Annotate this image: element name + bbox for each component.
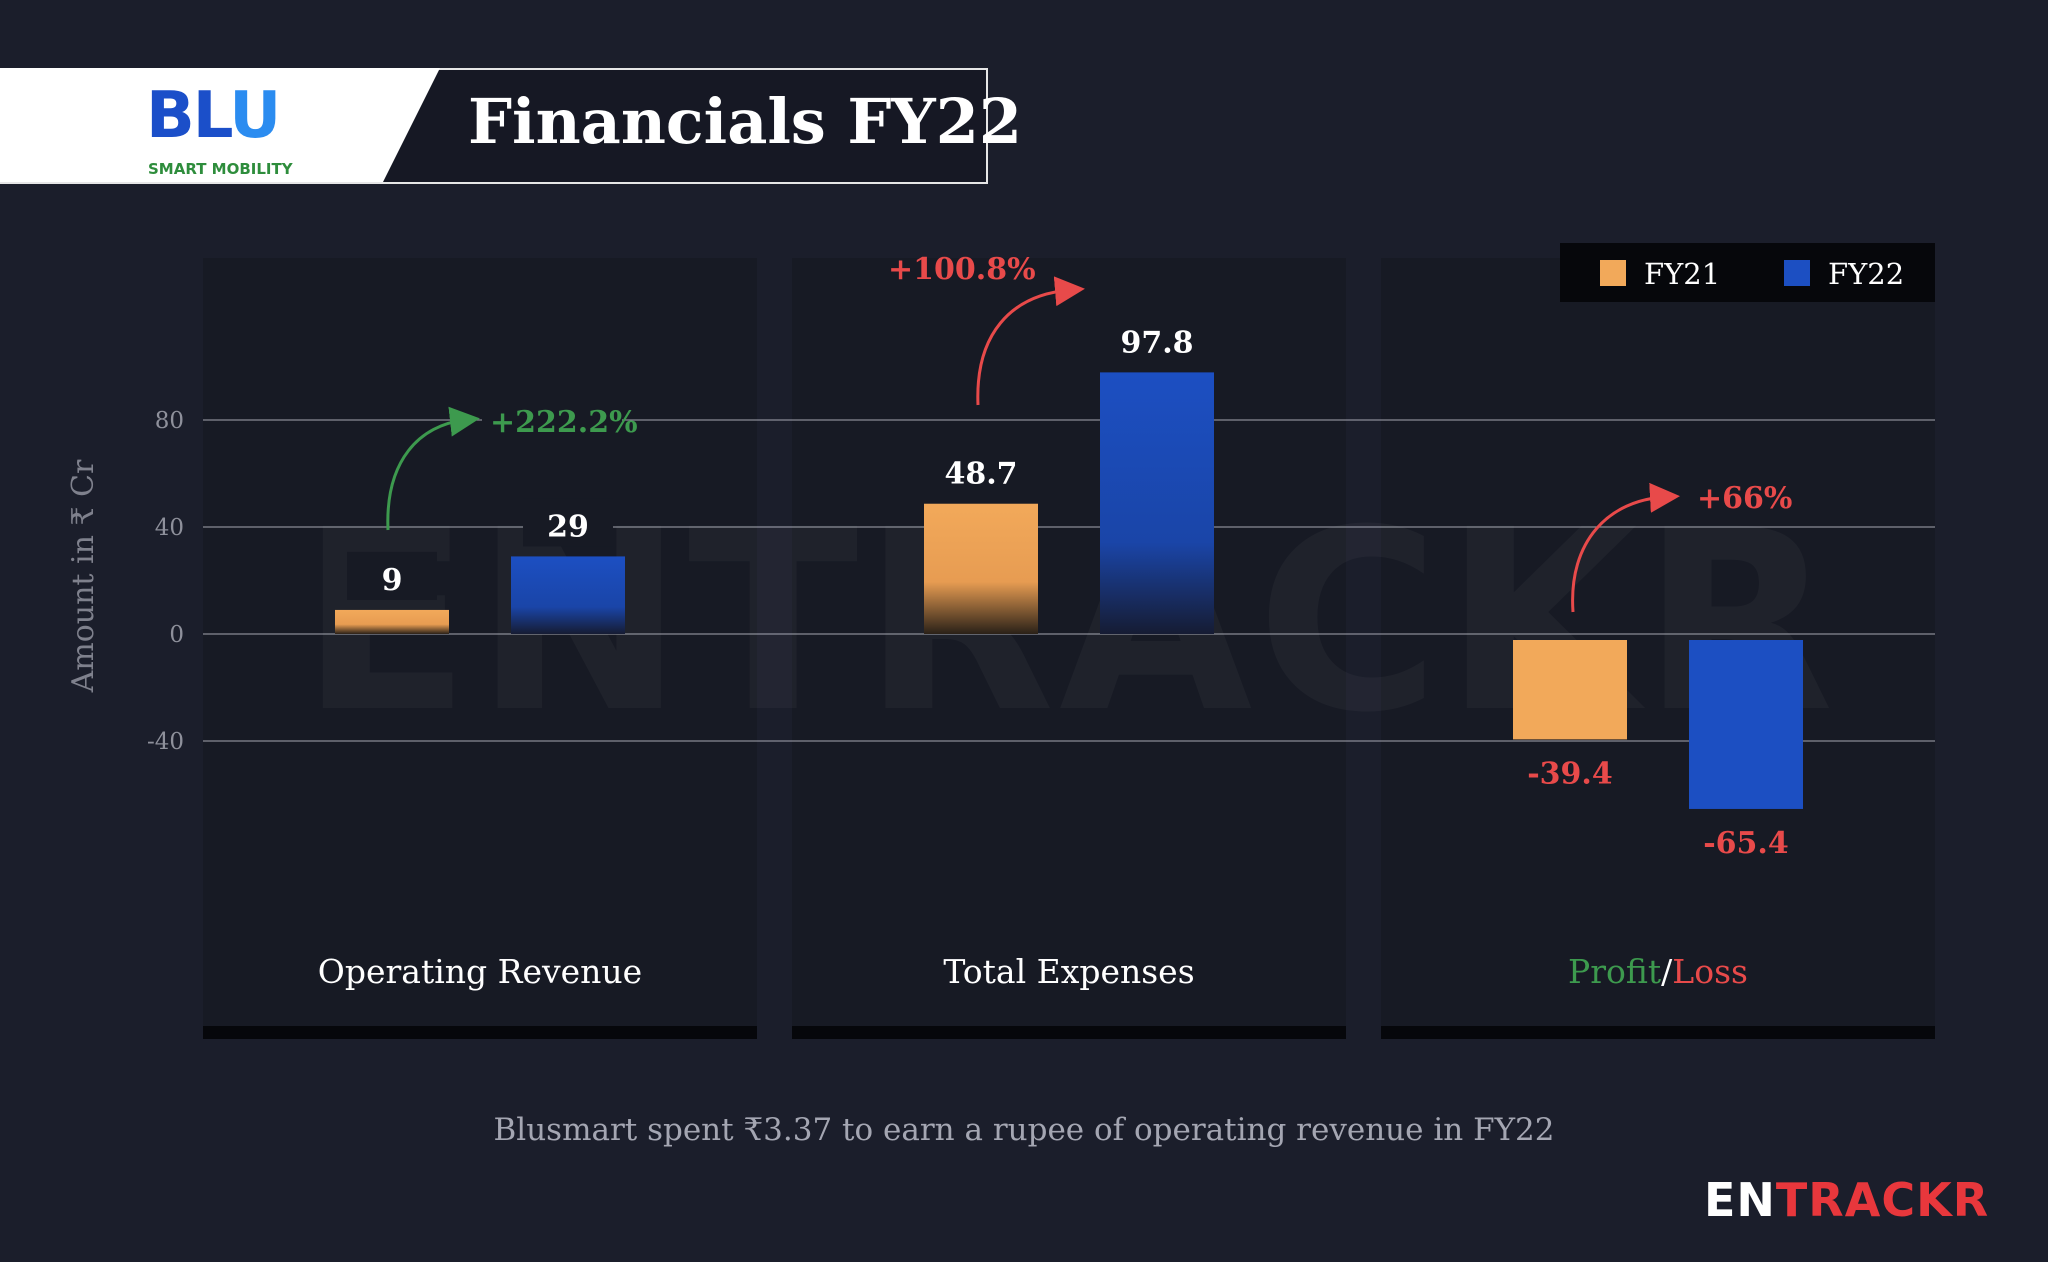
y-tick-label: -40 xyxy=(147,729,184,755)
panel-profit-loss xyxy=(1381,258,1935,1028)
growth-label-bg-revenue xyxy=(482,398,622,444)
panel-base-3 xyxy=(1381,1026,1935,1039)
panel-total-expenses xyxy=(792,258,1346,1028)
value-label-fy21-0: 9 xyxy=(382,563,403,598)
legend-label-fy22: FY22 xyxy=(1828,257,1904,291)
entrackr-logo: ENTRACKR xyxy=(1704,1170,1989,1230)
value-label-fy22-2: -65.4 xyxy=(1703,826,1789,861)
panel-base-2 xyxy=(792,1026,1346,1039)
bar-fy21-2 xyxy=(1513,640,1627,740)
legend-swatch-fy21 xyxy=(1600,260,1626,286)
bar-fy21-1 xyxy=(924,503,1038,634)
value-label-fy22-0: 29 xyxy=(547,509,589,544)
growth-label-expenses: +100.8% xyxy=(888,252,1036,287)
bar-fy22-2 xyxy=(1689,640,1803,809)
blu-logo-subtitle: SMART MOBILITY xyxy=(148,160,293,178)
y-axis-label: Amount in ₹ Cr xyxy=(66,459,101,693)
value-label-bg xyxy=(347,551,437,600)
panel-operating-revenue xyxy=(203,258,757,1028)
y-tick-label: 0 xyxy=(169,622,184,648)
growth-arrow-revenue xyxy=(386,406,480,531)
value-label-fy22-1: 97.8 xyxy=(1120,325,1193,360)
growth-label-profit: +66% xyxy=(1697,481,1792,516)
category-label-total-expenses: Total Expenses xyxy=(943,952,1194,991)
growth-annotations: +222.2% +100.8% +66% xyxy=(386,252,1810,613)
growth-arrow-expenses xyxy=(976,276,1085,406)
brand-logo-en: EN xyxy=(1704,1173,1776,1227)
value-label-fy21-1: 48.7 xyxy=(944,457,1017,492)
growth-label-bg-profit xyxy=(1688,476,1810,522)
value-label-fy21-2: -39.4 xyxy=(1527,756,1613,791)
bar-fy22-0 xyxy=(511,556,625,634)
category-label-operating-revenue: Operating Revenue xyxy=(318,952,642,991)
blu-smart-logo: BLU SMART MOBILITY xyxy=(146,79,316,178)
bars xyxy=(335,372,1803,809)
category-label-loss: Loss xyxy=(1672,952,1748,991)
y-axis-ticks: 80 40 0 -40 xyxy=(147,408,184,755)
category-label-profit: Profit xyxy=(1568,952,1661,991)
value-label-bg xyxy=(523,498,613,547)
y-tick-label: 40 xyxy=(155,515,184,541)
brand-logo-rest: TRACKR xyxy=(1775,1173,1990,1227)
footnote: Blusmart spent ₹3.37 to earn a rupee of … xyxy=(493,1112,1555,1148)
bar-fy21-0 xyxy=(335,609,449,634)
legend-label-fy21: FY21 xyxy=(1644,257,1720,291)
panel-base-1 xyxy=(203,1026,757,1039)
category-label-slash: / xyxy=(1661,952,1673,991)
legend-swatch-fy22 xyxy=(1784,260,1810,286)
growth-label-revenue: +222.2% xyxy=(490,405,638,440)
bar-fy22-1 xyxy=(1100,372,1214,634)
blu-logo-u: U xyxy=(229,79,281,153)
blu-logo-wordmark: BLU xyxy=(146,79,281,153)
page-title: Financials FY22 xyxy=(468,85,1022,158)
y-tick-label: 80 xyxy=(155,408,184,434)
title-banner: BLU SMART MOBILITY Financials FY22 xyxy=(0,68,1022,184)
growth-arrow-profit xyxy=(1571,482,1680,613)
value-labels: 9 48.7 -39.4 29 97.8 -65.4 xyxy=(347,325,1789,861)
category-label-profit-loss: Profit/Loss xyxy=(1568,952,1748,991)
legend: FY21 FY22 xyxy=(1560,243,1935,302)
logo-panel xyxy=(0,68,440,182)
